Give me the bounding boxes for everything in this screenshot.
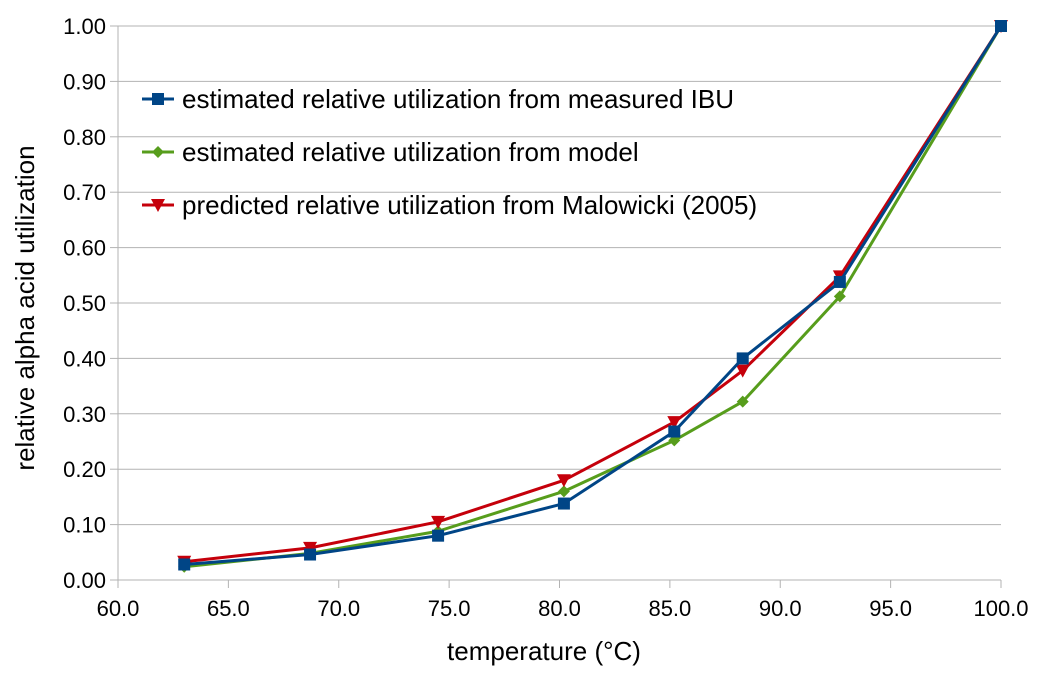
data-point bbox=[995, 20, 1007, 32]
y-tick-label: 0.30 bbox=[63, 402, 106, 427]
x-axis-title: temperature (°C) bbox=[447, 636, 641, 666]
y-tick-label: 0.50 bbox=[63, 291, 106, 316]
gridlines bbox=[118, 25, 1001, 526]
y-tick-label: 0.20 bbox=[63, 457, 106, 482]
y-axis-ticks: 0.00 0.10 0.20 0.30 0.40 0.50 0.60 0.70 0.80 0.90… bbox=[63, 14, 118, 593]
data-point bbox=[668, 425, 681, 438]
x-tick-label: 85.0 bbox=[648, 596, 691, 621]
legend-marker bbox=[151, 199, 165, 212]
x-tick-label: 65.0 bbox=[207, 596, 250, 621]
y-tick-label: 0.80 bbox=[63, 125, 106, 150]
data-point bbox=[557, 497, 570, 510]
data-point bbox=[667, 416, 682, 430]
y-tick-label: 0.70 bbox=[63, 180, 106, 205]
x-tick-label: 60.0 bbox=[97, 596, 140, 621]
x-tick-label: 90.0 bbox=[759, 596, 802, 621]
series-line bbox=[184, 25, 1003, 564]
legend-label: estimated relative utilization from mode… bbox=[182, 137, 639, 167]
x-axis-ticks: 60.0 65.0 70.0 75.0 80.0 85.0 90.0 95.0 100.0 bbox=[97, 580, 1029, 621]
data-point bbox=[432, 529, 445, 542]
data-point bbox=[833, 275, 846, 288]
x-tick-label: 100.0 bbox=[973, 596, 1028, 621]
data-point bbox=[833, 290, 846, 303]
y-tick-label: 0.40 bbox=[63, 346, 106, 371]
data-point bbox=[735, 364, 750, 378]
data-point bbox=[557, 485, 570, 498]
x-tick-label: 80.0 bbox=[538, 596, 581, 621]
data-point bbox=[304, 548, 317, 561]
legend-item-1: estimated relative utilization from meas… bbox=[142, 84, 734, 114]
x-tick-label: 75.0 bbox=[428, 596, 471, 621]
series-1 bbox=[178, 20, 1007, 571]
data-point bbox=[178, 558, 191, 571]
y-tick-label: 0.10 bbox=[63, 513, 106, 538]
y-axis-title: relative alpha acid utilization bbox=[10, 145, 40, 470]
data-point bbox=[556, 474, 571, 488]
x-tick-label: 70.0 bbox=[317, 596, 360, 621]
series-line bbox=[184, 25, 1003, 566]
y-tick-label: 0.60 bbox=[63, 236, 106, 261]
legend-item-3: predicted relative utilization from Malo… bbox=[142, 190, 757, 220]
y-tick-label: 1.00 bbox=[63, 14, 106, 39]
legend-label: predicted relative utilization from Malo… bbox=[182, 190, 757, 220]
data-point bbox=[303, 541, 318, 555]
x-tick-label: 95.0 bbox=[869, 596, 912, 621]
legend-marker bbox=[152, 146, 164, 158]
y-tick-label: 0.00 bbox=[63, 568, 106, 593]
legend-item-2: estimated relative utilization from mode… bbox=[142, 137, 639, 167]
legend-marker bbox=[152, 93, 164, 105]
legend-label: estimated relative utilization from meas… bbox=[182, 84, 734, 114]
data-point bbox=[736, 352, 749, 365]
y-tick-label: 0.90 bbox=[63, 69, 106, 94]
data-point bbox=[431, 515, 446, 529]
plot-series bbox=[177, 20, 1008, 573]
data-point bbox=[736, 395, 749, 408]
legend: estimated relative utilization from meas… bbox=[142, 84, 757, 220]
